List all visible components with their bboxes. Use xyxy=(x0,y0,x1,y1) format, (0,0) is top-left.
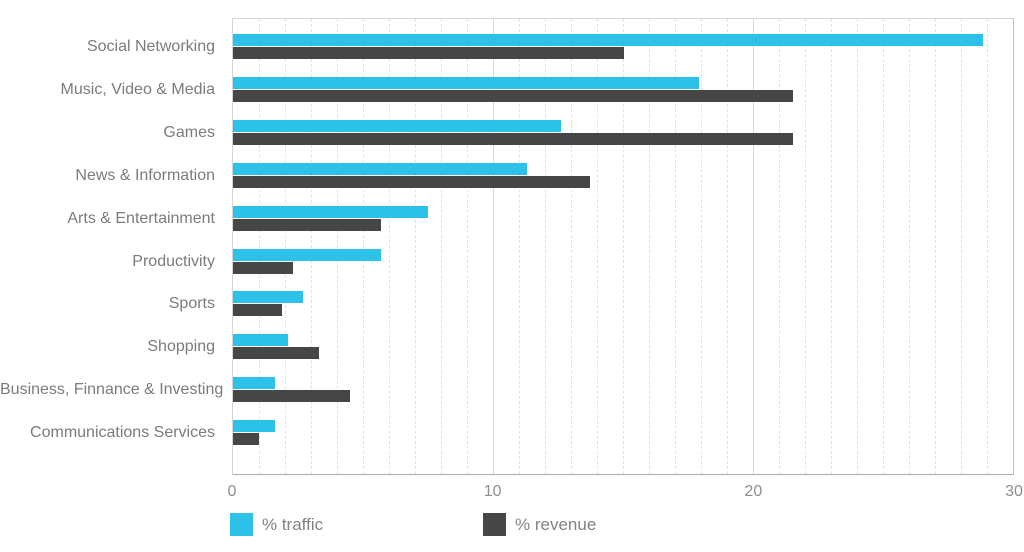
revenue-bar-5 xyxy=(233,262,293,274)
minor-gridline xyxy=(779,19,780,474)
revenue-bar-4 xyxy=(233,219,382,231)
minor-gridline xyxy=(363,19,364,474)
revenue-bar-6 xyxy=(233,304,283,316)
minor-gridline xyxy=(389,19,390,474)
minor-gridline xyxy=(285,19,286,474)
chart-row: Sports xyxy=(0,291,1014,316)
minor-gridline xyxy=(519,19,520,474)
chart-row: Shopping xyxy=(0,334,1014,359)
x-tick-label: 30 xyxy=(1005,483,1023,500)
legend-item-revenue: % revenue xyxy=(483,513,596,536)
minor-gridline xyxy=(259,19,260,474)
traffic-bar-1 xyxy=(233,77,699,89)
traffic-bar-4 xyxy=(233,206,429,218)
revenue-bar-8 xyxy=(233,390,351,402)
minor-gridline xyxy=(337,19,338,474)
minor-gridline xyxy=(623,19,624,474)
category-label: Business, Finnance & Investing xyxy=(0,381,224,398)
minor-gridline xyxy=(701,19,702,474)
legend-item-traffic: % traffic xyxy=(230,513,323,536)
minor-gridline xyxy=(805,19,806,474)
category-label: Communications Services xyxy=(30,424,215,441)
revenue-bar-1 xyxy=(233,90,793,102)
x-tick-label: 10 xyxy=(483,483,502,500)
traffic-bar-0 xyxy=(233,34,983,46)
traffic-bar-5 xyxy=(233,249,382,261)
x-tick-label: 20 xyxy=(744,483,763,500)
traffic-bar-9 xyxy=(233,420,275,432)
revenue-bar-9 xyxy=(233,433,260,445)
chart-row: Arts & Entertainment xyxy=(0,206,1014,231)
bar-group xyxy=(233,377,1014,402)
traffic-bar-3 xyxy=(233,163,528,175)
minor-gridline xyxy=(649,19,650,474)
minor-gridline xyxy=(961,19,962,474)
category-label: Arts & Entertainment xyxy=(67,210,215,227)
revenue-bar-0 xyxy=(233,47,624,59)
bar-group xyxy=(233,291,1014,316)
bar-group xyxy=(233,77,1014,102)
category-label: News & Information xyxy=(75,167,215,184)
minor-gridline xyxy=(311,19,312,474)
bar-group xyxy=(233,120,1014,145)
chart-row: Communications Services xyxy=(0,420,1014,445)
chart-row: Business, Finnance & Investing xyxy=(0,377,1014,402)
revenue-swatch-icon xyxy=(483,513,506,536)
bar-group xyxy=(233,163,1014,188)
category-label: Shopping xyxy=(147,338,215,355)
bar-group xyxy=(233,249,1014,274)
major-gridline xyxy=(753,19,754,474)
traffic-bar-8 xyxy=(233,377,275,389)
minor-gridline xyxy=(441,19,442,474)
major-gridline xyxy=(493,19,494,474)
minor-gridline xyxy=(883,19,884,474)
category-label: Sports xyxy=(168,295,215,312)
minor-gridline xyxy=(727,19,728,474)
chart-row: News & Information xyxy=(0,163,1014,188)
chart-row: Games xyxy=(0,120,1014,145)
minor-gridline xyxy=(987,19,988,474)
minor-gridline xyxy=(597,19,598,474)
traffic-bar-6 xyxy=(233,291,304,303)
bar-group xyxy=(233,206,1014,231)
chart-row: Productivity xyxy=(0,249,1014,274)
minor-gridline xyxy=(571,19,572,474)
chart-row: Social Networking xyxy=(0,34,1014,59)
bar-group xyxy=(233,34,1014,59)
minor-gridline xyxy=(935,19,936,474)
minor-gridline xyxy=(467,19,468,474)
revenue-bar-7 xyxy=(233,347,319,359)
category-label: Music, Video & Media xyxy=(60,81,215,98)
traffic-bar-7 xyxy=(233,334,288,346)
revenue-bar-3 xyxy=(233,176,590,188)
traffic-bar-2 xyxy=(233,120,562,132)
minor-gridline xyxy=(545,19,546,474)
minor-gridline xyxy=(675,19,676,474)
category-label: Productivity xyxy=(132,253,215,270)
category-label: Games xyxy=(163,124,215,141)
x-tick-label: 0 xyxy=(227,483,237,500)
minor-gridline xyxy=(857,19,858,474)
minor-gridline xyxy=(909,19,910,474)
revenue-bar-2 xyxy=(233,133,793,145)
minor-gridline xyxy=(415,19,416,474)
bar-group xyxy=(233,334,1014,359)
legend-label-traffic: % traffic xyxy=(262,514,324,534)
bar-group xyxy=(233,420,1014,445)
chart-row: Music, Video & Media xyxy=(0,77,1014,102)
minor-gridline xyxy=(831,19,832,474)
category-label: Social Networking xyxy=(86,38,215,55)
traffic-swatch-icon xyxy=(230,513,253,536)
legend-label-revenue: % revenue xyxy=(515,514,597,534)
